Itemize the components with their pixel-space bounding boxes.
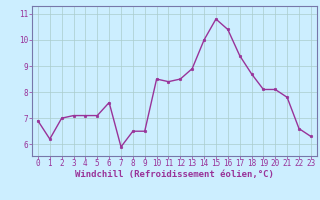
X-axis label: Windchill (Refroidissement éolien,°C): Windchill (Refroidissement éolien,°C) (75, 170, 274, 179)
